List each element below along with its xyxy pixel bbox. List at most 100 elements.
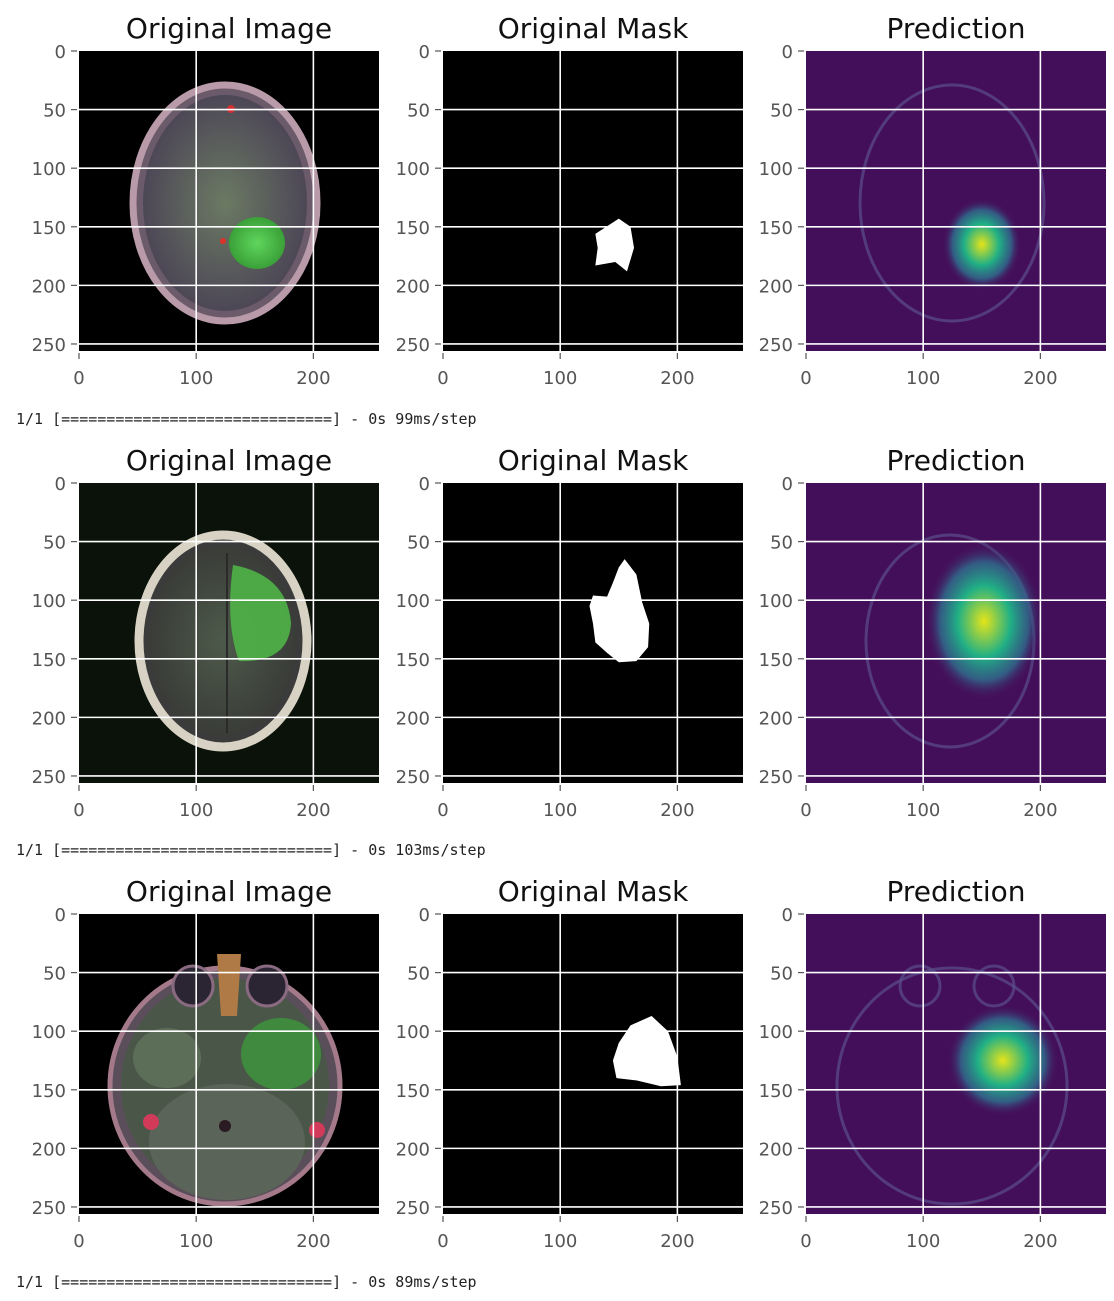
figure-row-1: Original Image 0 50 100 150 200 250 0 100 200 Orig… bbox=[32, 12, 1106, 389]
y-tick-label: 50 bbox=[407, 533, 430, 554]
x-tick-label: 200 bbox=[1023, 368, 1057, 389]
y-tick-label: 100 bbox=[32, 159, 66, 180]
y-tick-label: 0 bbox=[55, 474, 66, 495]
y-tick-label: 50 bbox=[43, 101, 66, 122]
y-tick-label: 0 bbox=[782, 905, 793, 926]
x-tick-label: 100 bbox=[906, 368, 940, 389]
y-tick-label: 0 bbox=[55, 905, 66, 926]
y-tick-label: 250 bbox=[759, 767, 793, 788]
panel-title: Original Mask bbox=[498, 12, 689, 45]
panel-pred: Prediction 0 50 100 150 200 250 0 100 200 bbox=[759, 444, 1106, 821]
panel-pred: Prediction 0 50 100 150 200 250 0 100 200 bbox=[759, 875, 1106, 1252]
y-tick-label: 100 bbox=[396, 1022, 430, 1043]
y-tick-label: 200 bbox=[396, 708, 430, 729]
y-tick-label: 100 bbox=[396, 591, 430, 612]
x-tick-label: 100 bbox=[179, 368, 213, 389]
y-tick-label: 0 bbox=[419, 905, 430, 926]
x-tick-label: 100 bbox=[179, 1231, 213, 1252]
y-tick-label: 250 bbox=[32, 767, 66, 788]
row-1: Original Image 0 50 100 150 200 250 0 100 200 Orig… bbox=[0, 0, 1114, 400]
x-tick-label: 100 bbox=[906, 800, 940, 821]
panel-title: Prediction bbox=[886, 12, 1025, 45]
y-tick-label: 100 bbox=[759, 159, 793, 180]
y-tick-label: 250 bbox=[396, 1198, 430, 1219]
y-tick-label: 0 bbox=[419, 42, 430, 63]
panel-title: Prediction bbox=[886, 444, 1025, 477]
y-tick-label: 100 bbox=[32, 1022, 66, 1043]
y-tick-label: 150 bbox=[32, 218, 66, 239]
panel-mask: Original Mask 0 50 100 150 200 250 0 100 200 bbox=[396, 444, 743, 821]
panel-title: Original Mask bbox=[498, 875, 689, 908]
y-tick-label: 0 bbox=[782, 42, 793, 63]
y-tick-label: 100 bbox=[32, 591, 66, 612]
x-tick-label: 100 bbox=[543, 800, 577, 821]
panel-title: Original Image bbox=[126, 444, 332, 477]
panel-title: Original Image bbox=[126, 12, 332, 45]
y-tick-label: 200 bbox=[32, 708, 66, 729]
y-tick-label: 200 bbox=[32, 1139, 66, 1160]
x-tick-label: 200 bbox=[296, 800, 330, 821]
y-tick-label: 200 bbox=[759, 1139, 793, 1160]
log-line-3: 1/1 [==============================] - 0… bbox=[16, 1273, 477, 1291]
y-tick-label: 50 bbox=[407, 964, 430, 985]
x-tick-label: 100 bbox=[179, 800, 213, 821]
y-tick-label: 200 bbox=[32, 276, 66, 297]
y-tick-label: 50 bbox=[43, 964, 66, 985]
log-line-1: 1/1 [==============================] - 0… bbox=[16, 410, 477, 428]
x-tick-label: 200 bbox=[1023, 800, 1057, 821]
x-tick-label: 100 bbox=[906, 1231, 940, 1252]
y-tick-label: 0 bbox=[782, 474, 793, 495]
x-tick-label: 200 bbox=[660, 368, 694, 389]
y-tick-label: 250 bbox=[396, 767, 430, 788]
y-tick-label: 150 bbox=[396, 218, 430, 239]
x-tick-label: 100 bbox=[543, 1231, 577, 1252]
x-tick-label: 0 bbox=[73, 1231, 84, 1252]
x-tick-label: 0 bbox=[73, 800, 84, 821]
y-tick-label: 150 bbox=[759, 1081, 793, 1102]
x-tick-label: 100 bbox=[543, 368, 577, 389]
x-tick-label: 0 bbox=[800, 800, 811, 821]
y-tick-label: 150 bbox=[759, 218, 793, 239]
y-tick-label: 250 bbox=[759, 1198, 793, 1219]
x-tick-label: 0 bbox=[437, 800, 448, 821]
panel-mri: Original Image 0 50 100 150 200 250 0 100 200 bbox=[32, 444, 379, 821]
panel-mri: Original Image 0 50 100 150 200 250 0 100 200 bbox=[32, 875, 379, 1252]
y-tick-label: 50 bbox=[43, 533, 66, 554]
x-tick-label: 0 bbox=[437, 368, 448, 389]
panel-title: Original Image bbox=[126, 875, 332, 908]
y-tick-label: 200 bbox=[759, 276, 793, 297]
row-3: Original Image 0 50 100 150 200 250 0 100 200 Orig… bbox=[0, 863, 1114, 1263]
y-tick-label: 200 bbox=[396, 1139, 430, 1160]
x-tick-label: 200 bbox=[296, 1231, 330, 1252]
y-tick-label: 200 bbox=[396, 276, 430, 297]
y-tick-label: 50 bbox=[770, 533, 793, 554]
x-tick-label: 200 bbox=[296, 368, 330, 389]
x-tick-label: 0 bbox=[800, 368, 811, 389]
x-tick-label: 200 bbox=[660, 1231, 694, 1252]
panel-title: Original Mask bbox=[498, 444, 689, 477]
x-tick-label: 200 bbox=[660, 800, 694, 821]
log-line-2: 1/1 [==============================] - 0… bbox=[16, 841, 486, 859]
y-tick-label: 0 bbox=[55, 42, 66, 63]
y-tick-label: 150 bbox=[759, 650, 793, 671]
panel-mask: Original Mask 0 50 100 150 200 250 0 100 200 bbox=[396, 12, 743, 389]
panel-mask: Original Mask 0 50 100 150 200 250 0 100 200 bbox=[396, 875, 743, 1252]
y-tick-label: 250 bbox=[32, 1198, 66, 1219]
y-tick-label: 150 bbox=[32, 1081, 66, 1102]
y-tick-label: 100 bbox=[396, 159, 430, 180]
y-tick-label: 150 bbox=[396, 650, 430, 671]
y-tick-label: 250 bbox=[396, 335, 430, 356]
y-tick-label: 100 bbox=[759, 1022, 793, 1043]
y-tick-label: 50 bbox=[770, 964, 793, 985]
y-tick-label: 50 bbox=[770, 101, 793, 122]
x-tick-label: 0 bbox=[73, 368, 84, 389]
y-tick-label: 150 bbox=[396, 1081, 430, 1102]
x-tick-label: 0 bbox=[800, 1231, 811, 1252]
panel-pred: Prediction 0 50 100 150 200 250 0 100 200 bbox=[759, 12, 1106, 389]
row-2: Original Image 0 50 100 150 200 250 0 100 200 Orig… bbox=[0, 432, 1114, 832]
y-tick-label: 250 bbox=[759, 335, 793, 356]
y-tick-label: 150 bbox=[32, 650, 66, 671]
x-tick-label: 200 bbox=[1023, 1231, 1057, 1252]
